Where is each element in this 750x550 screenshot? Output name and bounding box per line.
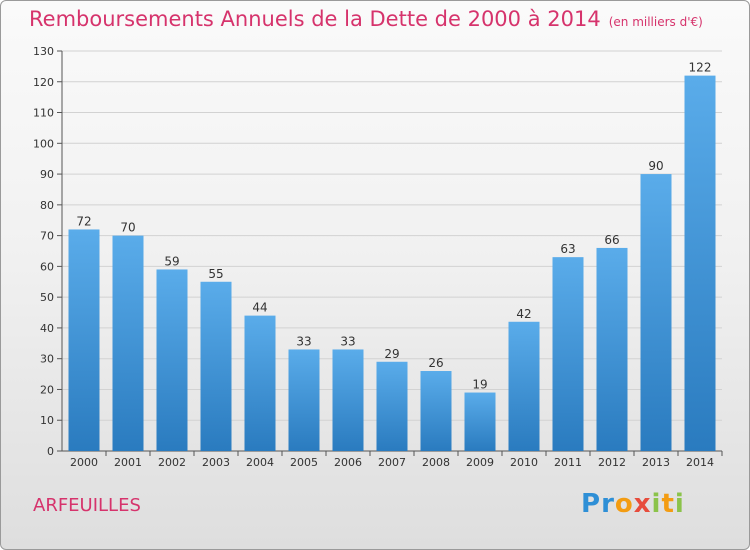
logo-letter: r <box>601 489 615 519</box>
value-label-2014: 122 <box>689 61 712 75</box>
y-tick-label: 100 <box>33 137 54 150</box>
x-tick-label-2007: 2007 <box>378 456 406 469</box>
x-tick-label-2000: 2000 <box>70 456 98 469</box>
x-tick-label-2002: 2002 <box>158 456 186 469</box>
bar-2011 <box>552 257 584 451</box>
y-tick-label: 70 <box>40 230 54 243</box>
y-tick-label: 90 <box>40 168 54 181</box>
value-label-2013: 90 <box>648 159 663 173</box>
x-tick-label-2009: 2009 <box>466 456 494 469</box>
value-label-2007: 29 <box>384 347 399 361</box>
value-label-2009: 19 <box>472 378 487 392</box>
y-tick-label: 10 <box>40 414 54 427</box>
x-tick-label-2003: 2003 <box>202 456 230 469</box>
value-label-2004: 44 <box>252 301 267 315</box>
value-label-2012: 66 <box>604 233 619 247</box>
bar-2000 <box>68 229 100 451</box>
value-label-2006: 33 <box>340 334 355 348</box>
y-tick-label: 110 <box>33 107 54 120</box>
bar-2004 <box>244 315 276 451</box>
bar-2012 <box>596 247 628 451</box>
y-tick-label: 80 <box>40 199 54 212</box>
value-label-2002: 59 <box>164 254 179 268</box>
bar-2001 <box>112 235 144 451</box>
logo-letter: x <box>633 489 652 519</box>
bar-2008 <box>420 371 452 451</box>
x-tick-label-2013: 2013 <box>642 456 670 469</box>
y-tick-label: 30 <box>40 353 54 366</box>
logo-letter: t <box>661 489 675 519</box>
x-tick-label-2006: 2006 <box>334 456 362 469</box>
y-tick-label: 40 <box>40 322 54 335</box>
logo-letter: i <box>674 489 685 519</box>
bar-2009 <box>464 392 496 451</box>
chart-title: Remboursements Annuels de la Dette de 20… <box>29 7 703 31</box>
x-tick-label-2001: 2001 <box>114 456 142 469</box>
proxiti-logo: Proxiti <box>581 489 685 519</box>
value-label-2001: 70 <box>120 221 135 235</box>
bar-2003 <box>200 281 232 451</box>
chart-unit-note: (en milliers d'€) <box>608 15 703 29</box>
chart-title-text: Remboursements Annuels de la Dette de 20… <box>29 7 601 31</box>
x-tick-label-2011: 2011 <box>554 456 582 469</box>
bar-2014 <box>684 75 716 451</box>
logo-letter: i <box>651 489 662 519</box>
bar-2002 <box>156 269 188 451</box>
value-label-2008: 26 <box>428 356 443 370</box>
x-tick-label-2008: 2008 <box>422 456 450 469</box>
bar-2007 <box>376 361 408 451</box>
x-tick-label-2005: 2005 <box>290 456 318 469</box>
value-label-2010: 42 <box>516 307 531 321</box>
y-tick-label: 20 <box>40 383 54 396</box>
bar-2006 <box>332 349 364 451</box>
value-label-2000: 72 <box>76 214 91 228</box>
value-label-2011: 63 <box>560 242 575 256</box>
bar-2005 <box>288 349 320 451</box>
x-tick-label-2010: 2010 <box>510 456 538 469</box>
bar-2013 <box>640 174 672 452</box>
value-label-2003: 55 <box>208 267 223 281</box>
logo-letter: P <box>581 489 602 519</box>
value-label-2005: 33 <box>296 334 311 348</box>
y-tick-label: 120 <box>33 76 54 89</box>
x-tick-label-2012: 2012 <box>598 456 626 469</box>
logo-letter: o <box>614 489 634 519</box>
y-tick-label: 50 <box>40 291 54 304</box>
y-tick-label: 130 <box>33 45 54 58</box>
y-tick-label: 0 <box>47 445 54 458</box>
x-tick-label-2014: 2014 <box>686 456 714 469</box>
commune-name: ARFEUILLES <box>33 495 141 516</box>
x-tick-label-2004: 2004 <box>246 456 274 469</box>
y-tick-label: 60 <box>40 260 54 273</box>
bar-2010 <box>508 321 540 451</box>
